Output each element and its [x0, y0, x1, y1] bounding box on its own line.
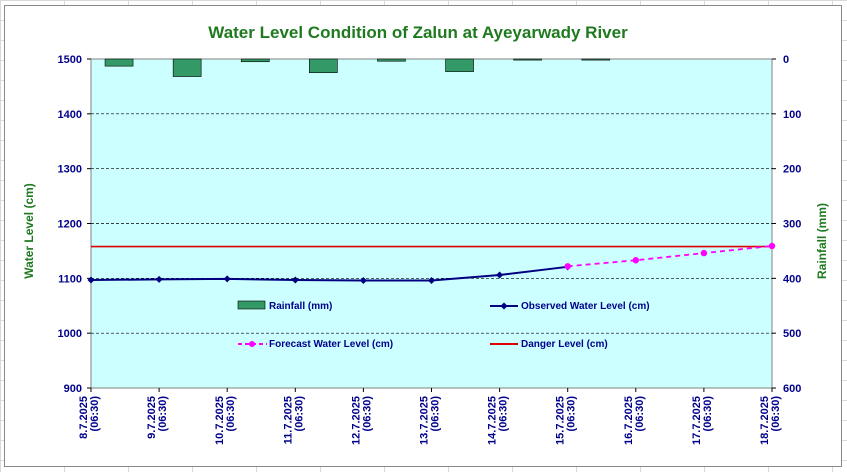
- observed-point: [359, 277, 367, 285]
- right-tick-label: 600: [783, 383, 801, 395]
- legend-forecast-label: Forecast Water Level (cm): [269, 339, 393, 350]
- observed-series: [87, 263, 572, 285]
- observed-point: [428, 277, 435, 285]
- x-tick-label: 15.7.2025: [555, 396, 567, 445]
- left-tick-label: 1100: [58, 273, 82, 285]
- left-tick-label: 1400: [58, 109, 82, 121]
- chart-frame[interactable]: Water Level Condition of Zalun at Ayeyar…: [4, 5, 842, 467]
- forecast-point: [564, 263, 571, 270]
- forecast-point: [700, 249, 708, 257]
- right-tick-label: 300: [783, 219, 801, 231]
- x-tick-label: (06:30): [498, 396, 510, 432]
- right-tick-label: 500: [783, 328, 801, 340]
- x-tick-label: 14.7.2025: [487, 396, 499, 445]
- observed-point: [496, 271, 504, 279]
- rainfall-bar: [104, 58, 134, 67]
- forecast-point: [632, 257, 639, 264]
- x-tick-label: (06:30): [430, 396, 442, 432]
- x-tick-label: 17.7.2025: [691, 396, 703, 445]
- left-tick-label: 1500: [58, 54, 82, 66]
- left-tick-label: 900: [64, 383, 82, 395]
- right-tick-label: 0: [783, 54, 789, 66]
- legend-observed-marker: [500, 302, 508, 310]
- x-tick-label: (06:30): [566, 396, 578, 432]
- observed-point: [291, 276, 299, 284]
- x-tick-label: (06:30): [225, 396, 237, 432]
- forecast-point: [768, 242, 776, 250]
- left-axis-title: Water Level (cm): [22, 183, 36, 279]
- x-tick-label: 11.7.2025: [282, 396, 294, 444]
- x-tick-label: (06:30): [770, 396, 782, 432]
- right-tick-label: 200: [783, 164, 801, 176]
- x-tick-label: 12.7.2025: [350, 396, 362, 445]
- forecast-series: [564, 242, 776, 270]
- left-tick-label: 1300: [58, 164, 82, 176]
- x-tick-label: 18.7.2025: [759, 396, 771, 445]
- rainfall-bar: [377, 58, 406, 62]
- legend-danger-label: Danger Level (cm): [521, 339, 608, 350]
- x-tick-label: (06:30): [293, 396, 305, 432]
- right-tick-label: 100: [783, 109, 801, 121]
- x-tick-label: (06:30): [361, 396, 373, 432]
- x-tick-label: (06:30): [634, 396, 646, 432]
- right-axis-title: Rainfall (mm): [815, 203, 829, 279]
- right-tick-label: 400: [783, 273, 801, 285]
- observed-point: [155, 275, 163, 283]
- observed-line: [90, 265, 568, 282]
- left-tick-label: 1000: [58, 328, 82, 340]
- rainfall-bar: [240, 58, 270, 63]
- legend-rainfall-swatch: [237, 300, 266, 310]
- x-tick-label: 13.7.2025: [419, 396, 431, 445]
- left-tick-label: 1200: [58, 219, 82, 231]
- x-tick-label: (06:30): [157, 396, 169, 432]
- legend-forecast-marker: [249, 341, 255, 347]
- x-axis-ticks: 8.7.2025 (06:30) 9.7.2025 (06:30) 10.7.2025(…: [78, 388, 782, 445]
- forecast-line: [567, 245, 773, 268]
- observed-point: [87, 276, 95, 284]
- x-tick-label: 8.7.2025: [78, 396, 90, 439]
- left-axis-ticks: 900 1000 1100 1200 1300 1400 1500: [58, 54, 91, 395]
- rainfall-bar: [445, 58, 474, 72]
- observed-point: [223, 275, 231, 283]
- legend-rainfall-label: Rainfall (mm): [269, 301, 332, 312]
- rainfall-bar: [581, 58, 611, 61]
- x-tick-label: (06:30): [702, 396, 714, 432]
- rainfall-bars: [104, 58, 611, 77]
- x-tick-label: 16.7.2025: [623, 396, 635, 445]
- x-tick-label: 9.7.2025: [146, 396, 158, 439]
- legend-observed-label: Observed Water Level (cm): [521, 301, 650, 312]
- rainfall-bar: [172, 58, 202, 77]
- x-tick-label: 10.7.2025: [214, 396, 226, 445]
- x-tick-label: (06:30): [89, 396, 101, 432]
- chart-title: Water Level Condition of Zalun at Ayeyar…: [208, 23, 628, 42]
- rainfall-bar: [309, 58, 338, 74]
- legend[interactable]: Rainfall (mm) Observed Water Level (cm) …: [237, 300, 650, 350]
- chart: Water Level Condition of Zalun at Ayeyar…: [22, 23, 829, 445]
- rainfall-bar: [513, 58, 542, 61]
- right-axis-ticks: 0 100 200 300 400 500 600: [772, 54, 801, 395]
